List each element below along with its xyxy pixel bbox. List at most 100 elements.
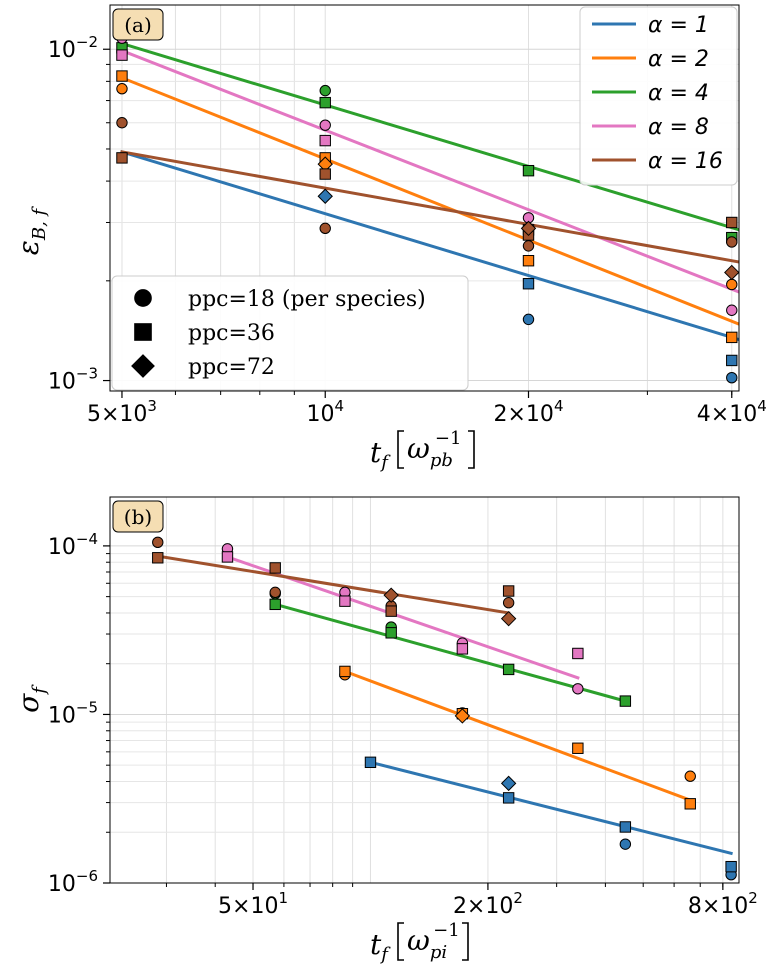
data-point xyxy=(319,119,331,131)
data-point xyxy=(116,70,128,82)
data-point xyxy=(684,798,696,810)
legend-alpha: α = 1 α = 2 α = 4 α = 8 α = 16 xyxy=(579,6,738,186)
tick-label-x: 5×101 xyxy=(218,889,288,919)
data-point xyxy=(152,536,164,549)
plot-area xyxy=(120,41,739,342)
plot-area xyxy=(156,554,733,856)
ylabel-b-text: σf xyxy=(12,684,50,713)
data-point xyxy=(726,372,738,384)
xlabel-b-omega: ωpi−1 xyxy=(407,920,460,963)
legend-ppc-label: ppc=36 xyxy=(188,321,275,346)
data-point xyxy=(520,220,537,237)
data-point xyxy=(339,595,351,607)
bracket-left xyxy=(397,922,404,961)
tick-label-y: 10−2 xyxy=(48,33,98,63)
data-point xyxy=(116,152,128,164)
data-point xyxy=(319,168,331,180)
data-point xyxy=(522,164,535,177)
fit-line xyxy=(120,41,739,232)
panel-label: (b) xyxy=(112,500,164,533)
data-point xyxy=(726,216,738,229)
ylabel-a: εB, f xyxy=(12,205,50,255)
data-point xyxy=(385,627,397,639)
xlabel-a-omega: ωpb−1 xyxy=(407,428,461,471)
data-point xyxy=(522,240,535,252)
tick-label-y: 10−4 xyxy=(48,530,98,560)
data-point xyxy=(619,838,632,850)
xlabel-b: tf ωpi−1 xyxy=(370,920,469,965)
data-point xyxy=(522,255,535,267)
bracket-right xyxy=(462,922,469,961)
data-point xyxy=(572,742,584,754)
data-point xyxy=(502,597,515,609)
tick-label-y: 10−5 xyxy=(48,698,98,728)
ylabel-a-text: εB, f xyxy=(12,205,50,255)
data-point xyxy=(502,792,515,804)
fit-line xyxy=(120,75,739,326)
legend-alpha-label: α = 1 xyxy=(648,13,709,38)
legend-alpha-label: α = 8 xyxy=(648,115,709,140)
data-point xyxy=(116,49,128,61)
data-point xyxy=(572,683,584,695)
tick-label-x: 2×104 xyxy=(494,397,564,427)
data-point xyxy=(726,354,738,367)
data-point xyxy=(502,663,515,676)
data-point xyxy=(502,585,515,597)
bracket-right xyxy=(468,430,475,469)
panel-label-text: (a) xyxy=(124,13,152,37)
legend-ppc-box xyxy=(111,275,469,391)
data-point xyxy=(116,83,128,95)
data-point xyxy=(500,610,517,627)
legend-ppc-label: ppc=72 xyxy=(188,355,275,380)
data-point xyxy=(619,821,632,833)
legend-alpha-box xyxy=(579,6,738,186)
data-point xyxy=(385,605,397,617)
grid xyxy=(110,497,739,883)
data-point xyxy=(116,117,128,129)
xlabel-a: tf ωpb−1 xyxy=(370,428,475,473)
data-point xyxy=(619,695,632,707)
xlabel-b-text: tf xyxy=(370,928,391,965)
fit-line xyxy=(342,669,693,803)
legend-ppc-marker xyxy=(134,289,152,307)
xlabel-a-text: tf xyxy=(370,436,391,473)
panel-label: (a) xyxy=(112,8,164,41)
tick-label-x: 2×102 xyxy=(453,889,523,919)
tick-label-y: 10−6 xyxy=(48,867,98,897)
data-point xyxy=(522,313,535,326)
fit-line xyxy=(120,150,739,342)
data-point xyxy=(339,665,351,678)
fit-line xyxy=(273,602,628,703)
panel-label-box xyxy=(112,500,164,533)
data-points xyxy=(116,20,740,384)
data-point xyxy=(456,643,469,655)
legend-alpha-label: α = 4 xyxy=(648,81,709,106)
legend-ppc-marker xyxy=(134,323,152,341)
data-point xyxy=(726,278,738,291)
fit-line xyxy=(120,150,739,264)
ylabel-b: σf xyxy=(12,684,50,713)
fit-line xyxy=(156,554,511,615)
tick-label-y: 10−3 xyxy=(48,365,98,395)
tick-label-x: 104 xyxy=(306,397,344,427)
legend-alpha-label: α = 2 xyxy=(648,47,709,72)
data-point xyxy=(152,552,164,564)
legend-alpha-label: α = 16 xyxy=(648,149,723,174)
data-point xyxy=(319,134,331,147)
legend-ppc-label: ppc=18 (per species) xyxy=(188,287,426,312)
legend-ppc: ppc=18 (per species) ppc=36 ppc=72 xyxy=(111,275,469,391)
data-point xyxy=(684,770,696,782)
axes-frame xyxy=(109,496,740,884)
bracket-left xyxy=(397,430,404,469)
panel-label-box xyxy=(112,8,164,41)
data-point xyxy=(726,304,738,316)
tick-label-x: 5×103 xyxy=(87,397,157,427)
data-point xyxy=(269,598,281,611)
data-point xyxy=(500,775,517,792)
data-point xyxy=(364,756,377,769)
data-point xyxy=(269,586,281,599)
data-point xyxy=(319,96,331,109)
data-point xyxy=(522,278,535,290)
data-point xyxy=(454,708,471,724)
